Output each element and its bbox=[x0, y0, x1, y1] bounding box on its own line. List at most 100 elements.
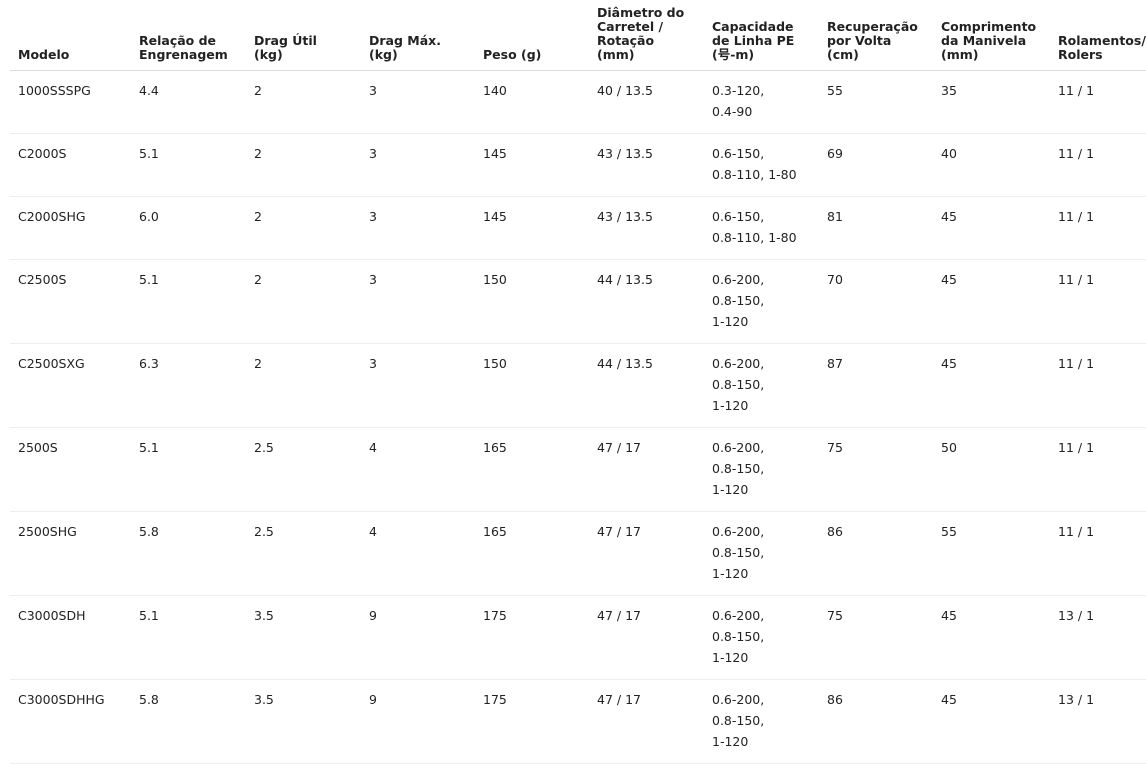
table-cell: 2 bbox=[254, 196, 369, 260]
table-cell: 47 / 17 bbox=[597, 427, 712, 512]
table-cell: 69 bbox=[827, 133, 941, 197]
table-cell: 2500SHG bbox=[10, 511, 139, 596]
table-cell: C2500SXG bbox=[10, 343, 139, 428]
table-row: 1000SSSPG 4.4 2 3 140 40 / 13.5 0.3-120, 0.4-9… bbox=[10, 70, 1146, 134]
table-row: 2500SHG 5.8 2.5 4 165 47 / 17 0.6-200, 0.8-150… bbox=[10, 511, 1146, 596]
table-cell: 2.5 bbox=[254, 511, 369, 596]
table-cell: 11 / 1 bbox=[1058, 196, 1146, 260]
table-cell: 70 bbox=[827, 259, 941, 344]
table-cell: 47 / 17 bbox=[597, 511, 712, 596]
table-cell: 5.1 bbox=[139, 427, 254, 512]
table-cell: C2000SHG bbox=[10, 196, 139, 260]
table-cell: 47 / 17 bbox=[597, 595, 712, 680]
table-cell: C2500S bbox=[10, 259, 139, 344]
table-cell: 11 / 1 bbox=[1058, 259, 1146, 344]
table-cell: 3 bbox=[369, 133, 483, 197]
table-body: 1000SSSPG 4.4 2 3 140 40 / 13.5 0.3-120, 0.4-9… bbox=[10, 70, 1146, 764]
table-cell: 81 bbox=[827, 196, 941, 260]
table-cell: 86 bbox=[827, 679, 941, 764]
table-cell: 55 bbox=[941, 511, 1058, 596]
table-cell: 11 / 1 bbox=[1058, 343, 1146, 428]
table-cell: 0.6-200, 0.8-150, 1-120 bbox=[712, 427, 827, 512]
table-cell: 0.6-200, 0.8-150, 1-120 bbox=[712, 679, 827, 764]
table-cell: 11 / 1 bbox=[1058, 511, 1146, 596]
table-cell: 55 bbox=[827, 70, 941, 134]
table-cell: 75 bbox=[827, 427, 941, 512]
table-row: C2500SXG 6.3 2 3 150 44 / 13.5 0.6-200, 0.8-15… bbox=[10, 343, 1146, 428]
table-cell: 13 / 1 bbox=[1058, 595, 1146, 680]
table-cell: 50 bbox=[941, 427, 1058, 512]
table-cell: 6.3 bbox=[139, 343, 254, 428]
table-cell: 6.0 bbox=[139, 196, 254, 260]
table-cell: 2 bbox=[254, 70, 369, 134]
header-row: Modelo Relação de Engrenagem Drag Útil (kg… bbox=[10, 0, 1146, 71]
table-cell: 3 bbox=[369, 343, 483, 428]
table-cell: 43 / 13.5 bbox=[597, 196, 712, 260]
table-cell: 2 bbox=[254, 343, 369, 428]
table-cell: 145 bbox=[483, 196, 597, 260]
table-cell: 75 bbox=[827, 595, 941, 680]
spec-table: Modelo Relação de Engrenagem Drag Útil (kg… bbox=[10, 0, 1146, 764]
table-cell: 0.6-150, 0.8-110, 1-80 bbox=[712, 133, 827, 197]
table-cell: 44 / 13.5 bbox=[597, 259, 712, 344]
table-cell: 45 bbox=[941, 343, 1058, 428]
table-cell: 4 bbox=[369, 427, 483, 512]
table-cell: 5.8 bbox=[139, 511, 254, 596]
column-header: Comprimento da Manivela (mm) bbox=[941, 0, 1058, 71]
table-cell: C3000SDH bbox=[10, 595, 139, 680]
table-cell: 140 bbox=[483, 70, 597, 134]
table-cell: 43 / 13.5 bbox=[597, 133, 712, 197]
table-cell: 5.1 bbox=[139, 259, 254, 344]
table-cell: 3.5 bbox=[254, 595, 369, 680]
table-cell: 0.6-200, 0.8-150, 1-120 bbox=[712, 511, 827, 596]
column-header: Drag Máx. (kg) bbox=[369, 0, 483, 71]
column-header: Rolamentos/ Rolers bbox=[1058, 0, 1146, 71]
table-cell: 0.6-200, 0.8-150, 1-120 bbox=[712, 259, 827, 344]
column-header: Drag Útil (kg) bbox=[254, 0, 369, 71]
table-cell: 45 bbox=[941, 196, 1058, 260]
table-cell: 5.1 bbox=[139, 595, 254, 680]
table-cell: 2 bbox=[254, 133, 369, 197]
table-cell: 175 bbox=[483, 679, 597, 764]
page: Modelo Relação de Engrenagem Drag Útil (kg… bbox=[10, 0, 1146, 764]
column-header: Capacidade de Linha PE (号-m) bbox=[712, 0, 827, 71]
table-cell: 1000SSSPG bbox=[10, 70, 139, 134]
table-row: C2500S 5.1 2 3 150 44 / 13.5 0.6-200, 0.8-150,… bbox=[10, 259, 1146, 344]
table-cell: 40 / 13.5 bbox=[597, 70, 712, 134]
table-cell: 2 bbox=[254, 259, 369, 344]
table-cell: 0.3-120, 0.4-90 bbox=[712, 70, 827, 134]
table-cell: 0.6-200, 0.8-150, 1-120 bbox=[712, 343, 827, 428]
table-cell: 11 / 1 bbox=[1058, 427, 1146, 512]
table-cell: 150 bbox=[483, 259, 597, 344]
table-cell: 150 bbox=[483, 343, 597, 428]
table-cell: C3000SDHHG bbox=[10, 679, 139, 764]
column-header: Relação de Engrenagem bbox=[139, 0, 254, 71]
table-cell: 5.8 bbox=[139, 679, 254, 764]
column-header: Modelo bbox=[10, 0, 139, 71]
table-cell: 13 / 1 bbox=[1058, 679, 1146, 764]
table-cell: 86 bbox=[827, 511, 941, 596]
table-cell: 9 bbox=[369, 679, 483, 764]
table-row: C3000SDH 5.1 3.5 9 175 47 / 17 0.6-200, 0.8-15… bbox=[10, 595, 1146, 680]
table-cell: C2000S bbox=[10, 133, 139, 197]
table-row: C3000SDHHG 5.8 3.5 9 175 47 / 17 0.6-200, 0.8-… bbox=[10, 679, 1146, 764]
table-row: 2500S 5.1 2.5 4 165 47 / 17 0.6-200, 0.8-150, … bbox=[10, 427, 1146, 512]
table-cell: 45 bbox=[941, 595, 1058, 680]
table-cell: 4.4 bbox=[139, 70, 254, 134]
table-cell: 165 bbox=[483, 427, 597, 512]
table-cell: 11 / 1 bbox=[1058, 70, 1146, 134]
column-header: Peso (g) bbox=[483, 0, 597, 71]
table-cell: 3.5 bbox=[254, 679, 369, 764]
table-cell: 11 / 1 bbox=[1058, 133, 1146, 197]
table-cell: 5.1 bbox=[139, 133, 254, 197]
table-cell: 2500S bbox=[10, 427, 139, 512]
table-cell: 0.6-150, 0.8-110, 1-80 bbox=[712, 196, 827, 260]
column-header: Diâmetro do Carretel / Rotação (mm) bbox=[597, 0, 712, 71]
table-cell: 9 bbox=[369, 595, 483, 680]
column-header: Recuperação por Volta (cm) bbox=[827, 0, 941, 71]
table-cell: 3 bbox=[369, 259, 483, 344]
table-cell: 165 bbox=[483, 511, 597, 596]
table-cell: 44 / 13.5 bbox=[597, 343, 712, 428]
table-cell: 0.6-200, 0.8-150, 1-120 bbox=[712, 595, 827, 680]
table-cell: 40 bbox=[941, 133, 1058, 197]
